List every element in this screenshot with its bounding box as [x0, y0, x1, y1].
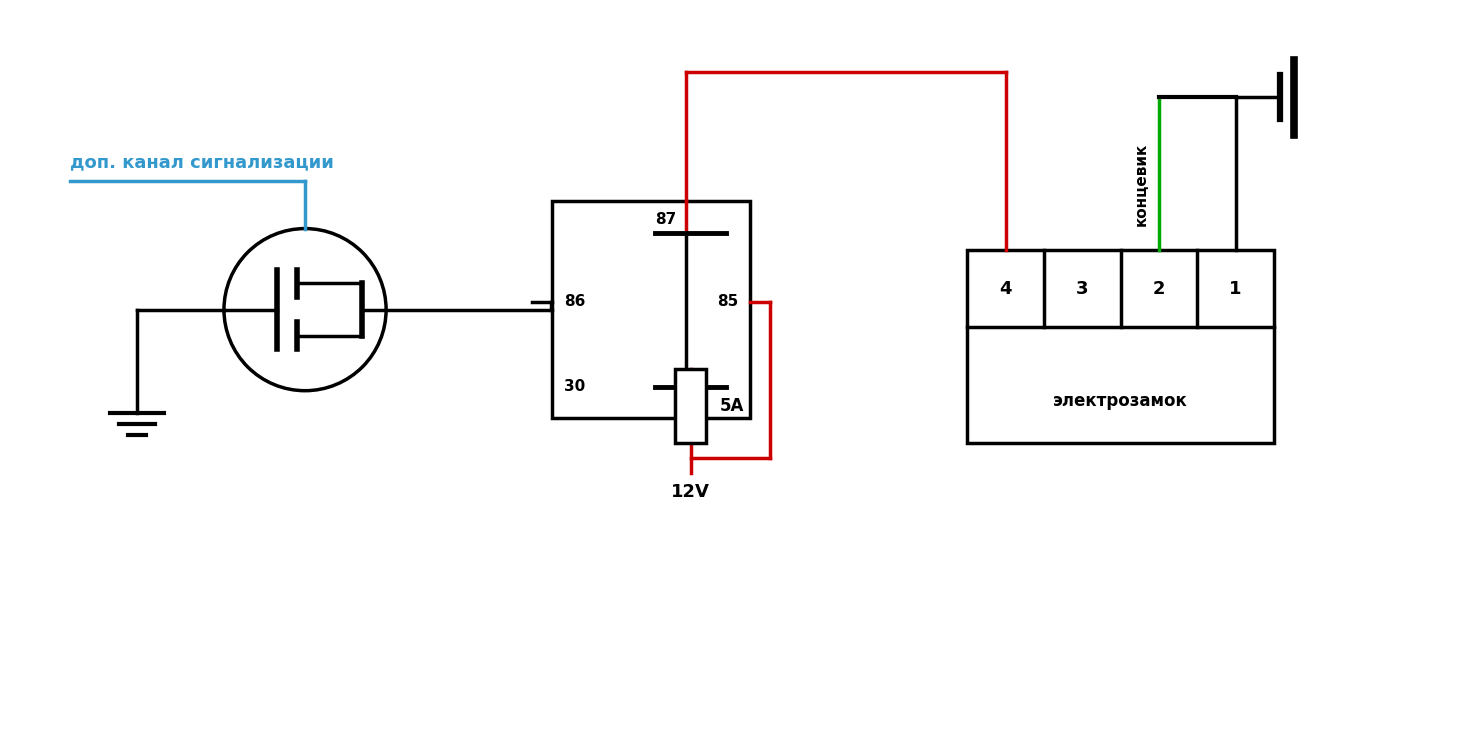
Bar [552, 201, 749, 418]
Text: 12V: 12V [671, 483, 709, 501]
Text: доп. канал сигнализации: доп. канал сигнализации [70, 153, 333, 171]
Text: 87: 87 [655, 211, 677, 227]
Text: 86: 86 [564, 295, 585, 309]
Text: 30: 30 [564, 379, 585, 394]
Text: 5A: 5A [720, 397, 745, 415]
Bar [967, 250, 1274, 443]
Text: 1: 1 [1229, 280, 1241, 298]
Text: 4: 4 [1000, 280, 1012, 298]
Text: 85: 85 [717, 295, 738, 309]
Text: 2: 2 [1152, 280, 1166, 298]
Text: 3: 3 [1077, 280, 1089, 298]
Text: электрозамок: электрозамок [1053, 391, 1188, 410]
Bar [675, 369, 706, 443]
Text: концевик: концевик [1133, 142, 1149, 225]
